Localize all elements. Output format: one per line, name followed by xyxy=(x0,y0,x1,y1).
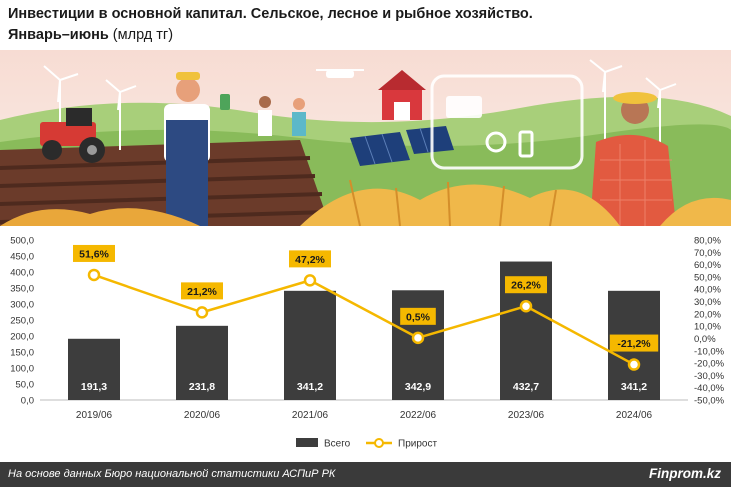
y-right-tick-label: -40,0% xyxy=(694,383,725,394)
line-label-box xyxy=(505,276,547,294)
bar-vsego xyxy=(176,325,228,400)
header: Инвестиции в основной капитал. Сельское,… xyxy=(0,0,731,50)
line-label-box xyxy=(289,250,331,268)
chart-subtitle: Январь–июнь (млрд тг) xyxy=(8,27,173,43)
line-value-label: 26,2% xyxy=(511,280,541,292)
farm-illustration xyxy=(0,50,731,226)
line-value-label: 21,2% xyxy=(187,286,217,298)
y-right-tick-label: -10,0% xyxy=(694,346,725,357)
bar-value-label: 432,7 xyxy=(513,381,539,393)
chart-area: 0,0 50,0 100,0 150,0 200,0 250,0 300,0 350,0 400… xyxy=(0,226,731,462)
y-right-tick-label: -20,0% xyxy=(694,359,725,370)
bar-vsego xyxy=(284,290,336,400)
y-left-tick-label: 500,0 xyxy=(10,236,34,247)
line-label-box xyxy=(400,307,436,325)
farm-illustration-svg xyxy=(0,50,731,226)
y-left-tick-label: 0,0 xyxy=(21,396,34,407)
y-left-tick-label: 150,0 xyxy=(10,348,34,359)
y-right-tick-label: 70,0% xyxy=(694,248,721,259)
line-value-label: 0,5% xyxy=(406,311,431,323)
y-right-tick-label: 50,0% xyxy=(694,272,721,283)
source-note: На основе данных Бюро национальной стати… xyxy=(8,468,336,480)
x-tick-label: 2021/06 xyxy=(292,410,329,421)
y-right-tick-label: 60,0% xyxy=(694,260,721,271)
x-tick-label: 2020/06 xyxy=(184,410,221,421)
y-left-tick-label: 250,0 xyxy=(10,316,34,327)
y-left-tick-label: 100,0 xyxy=(10,364,34,375)
line-label-box xyxy=(73,244,115,262)
y-right-tick-label: 30,0% xyxy=(694,297,721,308)
y-left-tick-label: 300,0 xyxy=(10,300,34,311)
line-value-label: -21,2% xyxy=(617,338,651,350)
line-label-box xyxy=(609,334,659,352)
line-point-prirost xyxy=(87,268,101,282)
line-point-prirost xyxy=(303,274,317,287)
y-right-tick-label: -50,0% xyxy=(694,396,725,407)
line-point-prirost xyxy=(411,331,425,345)
subtitle-period: Январь–июнь xyxy=(8,27,109,43)
line-point-prirost xyxy=(195,306,209,319)
legend-marker-prirost xyxy=(374,438,384,448)
bar-value-label: 231,8 xyxy=(189,381,215,393)
bar-value-label: 341,2 xyxy=(297,381,323,393)
y-left-tick-label: 400,0 xyxy=(10,268,34,279)
x-tick-label: 2023/06 xyxy=(508,410,545,421)
x-tick-label: 2024/06 xyxy=(616,410,653,421)
y-right-tick-label: 20,0% xyxy=(694,309,721,320)
y-left-tick-label: 450,0 xyxy=(10,252,34,263)
y-right-tick-label: -30,0% xyxy=(694,371,725,382)
y-left-tick-label: 50,0 xyxy=(16,380,35,391)
combo-chart: 0,0 50,0 100,0 150,0 200,0 250,0 300,0 350,0 400… xyxy=(10,236,725,450)
bar-value-label: 341,2 xyxy=(621,381,647,393)
bar-vsego xyxy=(68,338,120,400)
line-point-prirost xyxy=(627,358,641,371)
y-left-tick-label: 350,0 xyxy=(10,284,34,295)
line-label-box xyxy=(181,282,223,300)
legend-label-vsego: Всего xyxy=(324,439,351,450)
x-tick-label: 2022/06 xyxy=(400,410,437,421)
legend-swatch-vsego xyxy=(296,438,318,447)
bar-value-label: 191,3 xyxy=(81,381,107,393)
line-prirost xyxy=(93,273,635,366)
y-left-tick-label: 200,0 xyxy=(10,332,34,343)
bar-value-label: 342,9 xyxy=(405,381,431,393)
subtitle-unit: (млрд тг) xyxy=(108,27,174,43)
legend-label-prirost: Прирост xyxy=(398,439,437,450)
line-value-label: 51,6% xyxy=(79,248,109,260)
x-tick-label: 2019/06 xyxy=(76,410,113,421)
y-right-tick-label: 10,0% xyxy=(694,322,721,333)
line-value-label: 47,2% xyxy=(295,254,325,266)
footer-bar: На основе данных Бюро национальной стати… xyxy=(0,462,731,487)
chart-title: Инвестиции в основной капитал. Сельское,… xyxy=(8,6,533,22)
y-right-tick-label: 80,0% xyxy=(694,236,721,247)
y-right-tick-label: 0,0% xyxy=(694,334,716,345)
line-point-prirost xyxy=(519,299,533,313)
brand-logo: Finprom.kz xyxy=(648,466,721,481)
y-right-tick-label: 40,0% xyxy=(694,285,721,296)
